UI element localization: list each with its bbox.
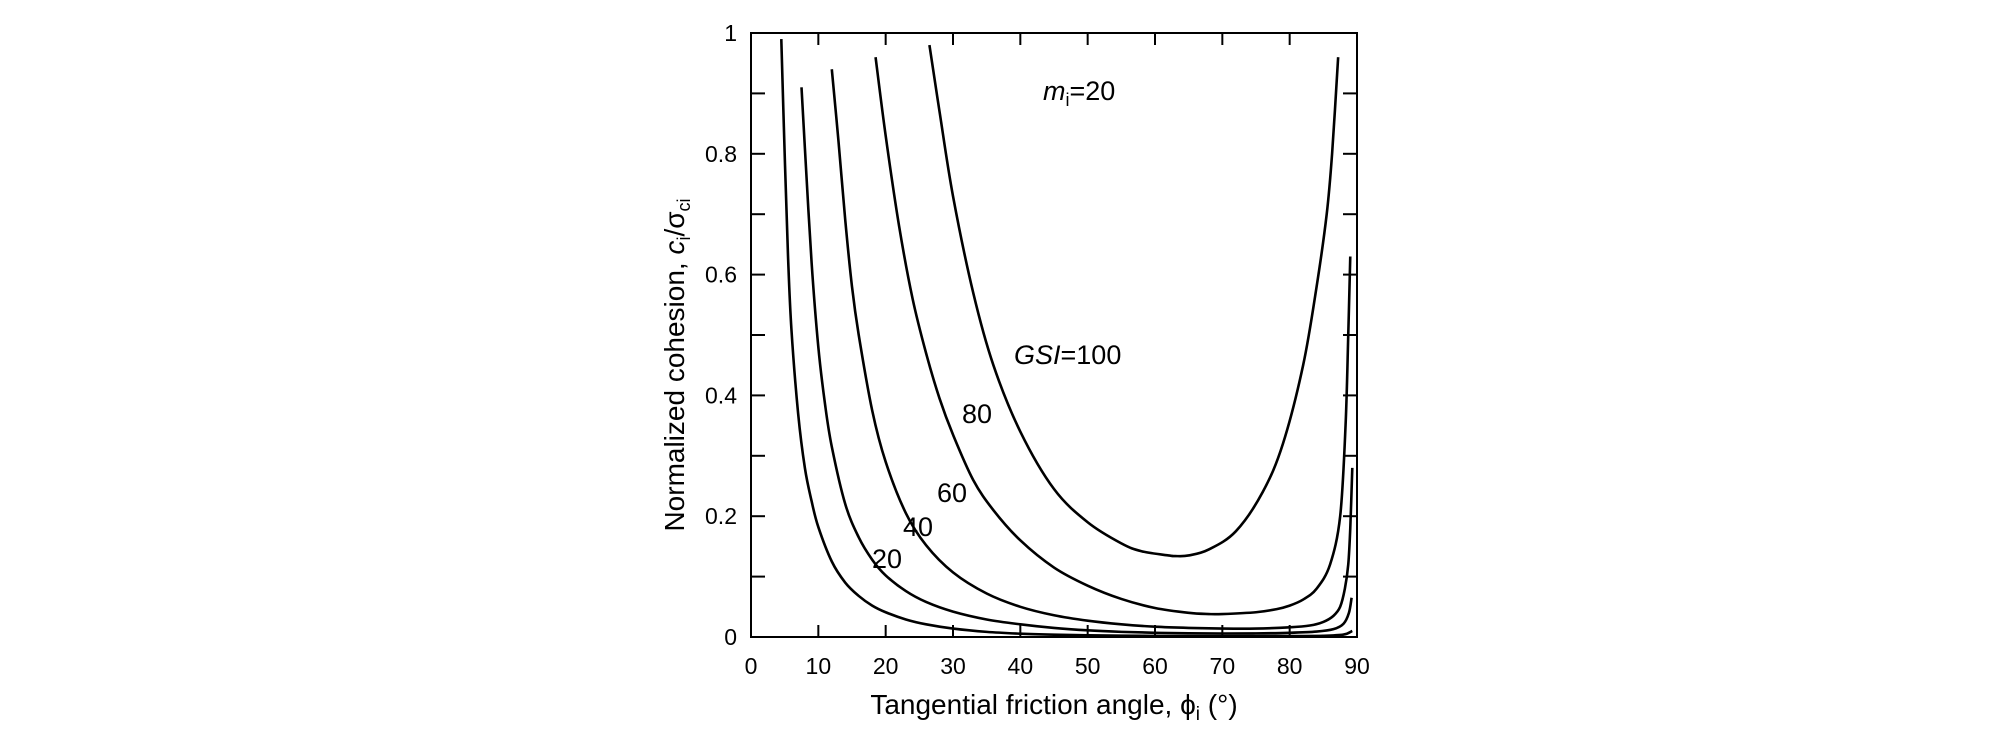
x-tick-label: 90 [1344,653,1370,679]
y-tick-label: 0.8 [705,141,737,167]
x-tick-label: 80 [1277,653,1303,679]
annotation-gsi-rest: =100 [1061,340,1122,370]
y-axis-title-sigma-sub: ci [674,198,694,211]
x-tick-label: 20 [873,653,899,679]
x-tick-label: 70 [1210,653,1236,679]
annotation-mi-rest: =20 [1070,76,1116,106]
x-tick-label: 60 [1142,653,1168,679]
x-axis-title-main: Tangential friction angle, [870,689,1180,720]
axes [750,32,1358,638]
x-axis-title-unit: (°) [1200,689,1238,720]
annotation-gsi-80: 80 [962,399,992,429]
series-line-gsi-60 [830,69,1354,630]
annotation-mi-m: m [1043,76,1066,106]
annotation-gsi-italic: GSI [1014,340,1061,370]
x-axis-title: Tangential friction angle, ϕi (°) [870,689,1237,725]
x-axis-title-symbol: ϕ [1180,689,1196,720]
series-line-gsi-20 [780,39,1353,638]
annotation-gsi-40: 40 [903,512,933,542]
x-tick-label: 30 [940,653,966,679]
x-tick-label: 50 [1075,653,1101,679]
y-tick-label: 1 [724,20,737,46]
plot-frame [750,32,1358,638]
series-line-gsi-80 [874,56,1352,616]
annotation-gsi-60: 60 [937,478,967,508]
x-tick-label: 0 [745,653,758,679]
x-axis-title-sub: i [1196,704,1200,725]
y-axis-title-main: Normalized cohesion, [659,255,690,532]
y-tick-label: 0.2 [705,503,737,529]
annotation-gsi-20: 20 [872,544,902,574]
y-tick-label: 0.4 [705,382,737,408]
series-layer [780,39,1354,638]
annotation-gsi-100: GSI=100 [1014,340,1121,370]
y-tick-label: 0 [724,624,737,650]
series-line-gsi-40 [800,87,1353,635]
x-tick-label: 40 [1008,653,1034,679]
y-axis-title-slash: / [659,229,690,237]
y-axis-title-c-sub: i [674,237,694,241]
annotation-mi-sub: i [1066,90,1070,110]
y-axis-title-c: c [659,241,690,255]
y-axis-title: Normalized cohesion, ci/σci [659,198,694,531]
y-tick-label: 0.6 [705,262,737,288]
ticks: 0 10 20 30 40 50 60 70 80 90 0 0.2 0.4 0.6 0.8 1 [705,20,1370,679]
annotation-mi: mi=20 [1043,76,1115,110]
y-axis-title-sigma: σ [659,211,690,228]
series-line-gsi-100 [928,44,1340,558]
x-tick-label: 10 [806,653,832,679]
